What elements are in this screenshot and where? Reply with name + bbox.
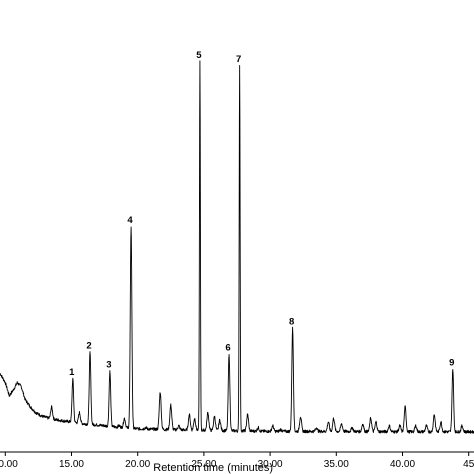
x-axis-title: Retention time (minutes) [153,462,273,474]
peak-label-5: 5 [196,50,202,61]
x-tick-label: 45 [463,459,474,470]
x-tick-label: 10.00 [0,459,18,470]
x-tick-label: 30.00 [258,459,283,470]
peak-label-8: 8 [289,316,294,327]
x-tick-label: 15.00 [59,459,84,470]
x-tick-label: 35.00 [324,459,349,470]
chromatogram-trace [0,60,474,434]
peak-label-7: 7 [236,54,241,65]
x-tick-label: 25.00 [191,459,216,470]
peak-label-4: 4 [127,215,133,226]
peak-label-3: 3 [106,359,111,370]
peak-labels: 1 2 3 4 5 6 7 8 9 [69,50,454,378]
peak-label-9: 9 [449,358,454,369]
peak-label-2: 2 [86,341,91,352]
x-tick-label: 40.00 [390,459,415,470]
x-tick-label: 20.00 [125,459,150,470]
peak-label-1: 1 [69,367,75,378]
peak-label-6: 6 [225,343,230,354]
x-axis-ticks: 10.00 15.00 20.00 25.00 30.00 35.00 40.00 45 [0,452,474,470]
